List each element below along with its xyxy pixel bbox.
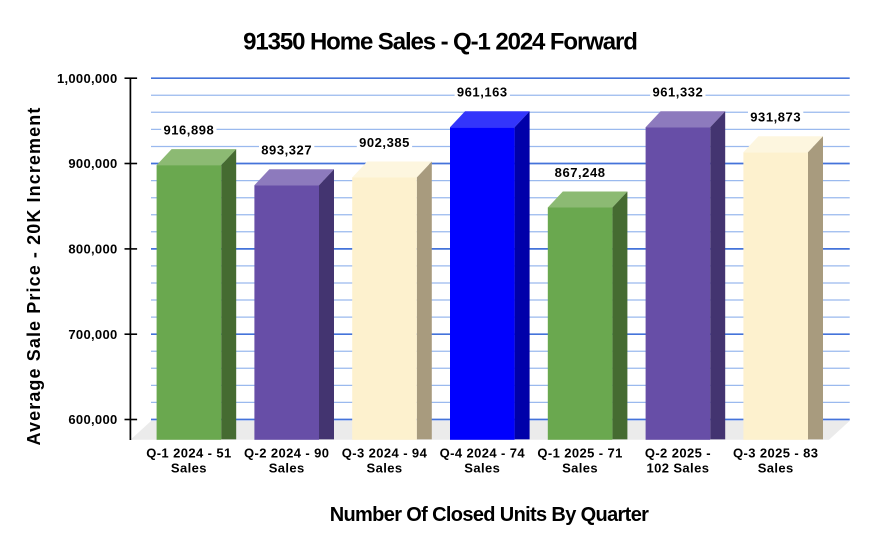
svg-text:867,248: 867,248 <box>555 165 606 180</box>
svg-text:961,332: 961,332 <box>652 85 703 100</box>
svg-text:Sales: Sales <box>758 461 794 476</box>
svg-text:Sales: Sales <box>171 461 207 476</box>
svg-text:Number Of Closed Units By Quar: Number Of Closed Units By Quarter <box>330 504 649 526</box>
svg-text:Q-2 2024 - 90: Q-2 2024 - 90 <box>244 445 329 460</box>
svg-text:Q-3 2025 - 83: Q-3 2025 - 83 <box>733 445 818 460</box>
svg-text:600,000: 600,000 <box>68 412 117 427</box>
svg-text:1,000,000: 1,000,000 <box>57 71 118 86</box>
svg-text:102 Sales: 102 Sales <box>646 461 709 476</box>
svg-text:Sales: Sales <box>562 461 598 476</box>
svg-text:Sales: Sales <box>367 461 403 476</box>
svg-text:902,385: 902,385 <box>359 135 410 150</box>
svg-text:Q-3 2024 - 94: Q-3 2024 - 94 <box>342 445 428 460</box>
svg-text:91350 Home Sales - Q-1 2024 Fo: 91350 Home Sales - Q-1 2024 Forward <box>243 29 637 56</box>
svg-text:900,000: 900,000 <box>68 156 117 171</box>
svg-text:Q-2 2025 -: Q-2 2025 - <box>645 445 711 460</box>
svg-text:Sales: Sales <box>464 461 500 476</box>
svg-text:893,327: 893,327 <box>261 143 312 158</box>
svg-text:916,898: 916,898 <box>163 123 214 138</box>
svg-text:Sales: Sales <box>269 461 305 476</box>
svg-text:700,000: 700,000 <box>68 327 117 342</box>
svg-text:Average Sale Price - 20K Incre: Average Sale Price - 20K Increment <box>24 107 44 446</box>
svg-text:Q-1 2024 - 51: Q-1 2024 - 51 <box>146 445 231 460</box>
svg-text:Q-1 2025 - 71: Q-1 2025 - 71 <box>537 445 622 460</box>
svg-text:800,000: 800,000 <box>68 242 117 257</box>
svg-text:961,163: 961,163 <box>457 85 508 100</box>
svg-text:Q-4 2024 - 74: Q-4 2024 - 74 <box>440 445 526 460</box>
svg-text:931,873: 931,873 <box>750 110 801 125</box>
